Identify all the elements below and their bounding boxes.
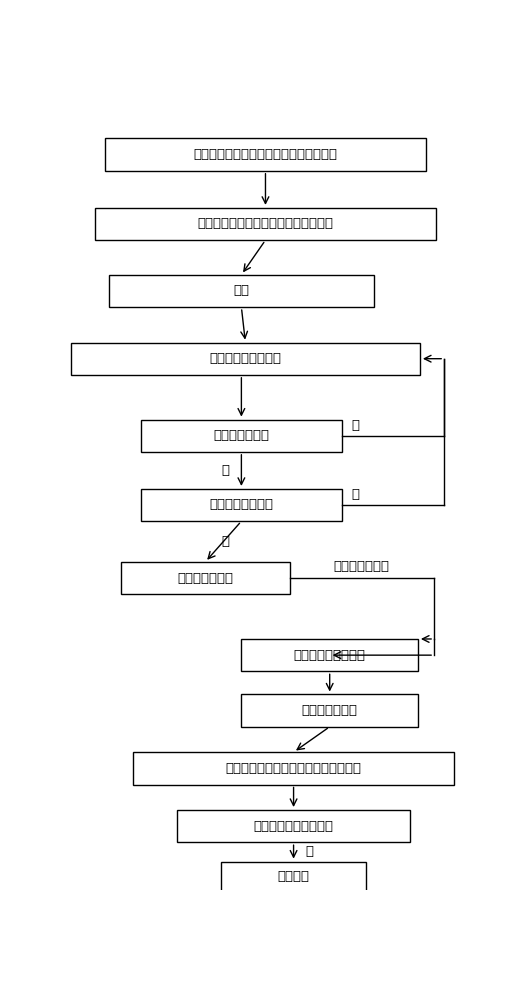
Text: 否: 否: [352, 419, 360, 432]
Text: 按键模块是否按下解除: 按键模块是否按下解除: [254, 820, 334, 833]
Text: 心率不超过限值: 心率不超过限值: [301, 704, 358, 717]
Bar: [105, 138, 426, 171]
Text: 进入检测范围，微波雷达传感器开始检测: 进入检测范围，微波雷达传感器开始检测: [194, 148, 337, 161]
Bar: [141, 489, 342, 521]
Text: 检测用户的行为状态: 检测用户的行为状态: [209, 352, 281, 365]
Text: 否: 否: [306, 845, 313, 858]
Text: 判定结果为跌倒: 判定结果为跌倒: [177, 572, 233, 585]
Text: 是: 是: [221, 535, 229, 548]
Bar: [121, 562, 290, 594]
Bar: [241, 639, 418, 671]
Bar: [221, 862, 366, 891]
Bar: [133, 752, 454, 785]
Text: 心率传感器检测心率: 心率传感器检测心率: [294, 649, 366, 662]
Bar: [177, 810, 410, 842]
Bar: [141, 420, 342, 452]
Text: 将判定结果发送: 将判定结果发送: [334, 560, 390, 573]
Text: 通过提醒模块提醒用户其处于跌倒状态: 通过提醒模块提醒用户其处于跌倒状态: [225, 762, 362, 775]
Text: 是: 是: [221, 464, 229, 477]
Bar: [95, 208, 436, 240]
Text: 触发报警: 触发报警: [278, 870, 310, 883]
Text: 加速度超过限值: 加速度超过限值: [213, 429, 269, 442]
Text: 否: 否: [352, 488, 360, 501]
Text: 除湿: 除湿: [234, 284, 249, 297]
Bar: [241, 694, 418, 727]
Text: 检测是否有水渍，若有，进行语音提醒: 检测是否有水渍，若有，进行语音提醒: [197, 217, 334, 230]
Bar: [109, 275, 374, 307]
Bar: [71, 343, 420, 375]
Text: 倾斜角度超过限值: 倾斜角度超过限值: [209, 498, 274, 512]
